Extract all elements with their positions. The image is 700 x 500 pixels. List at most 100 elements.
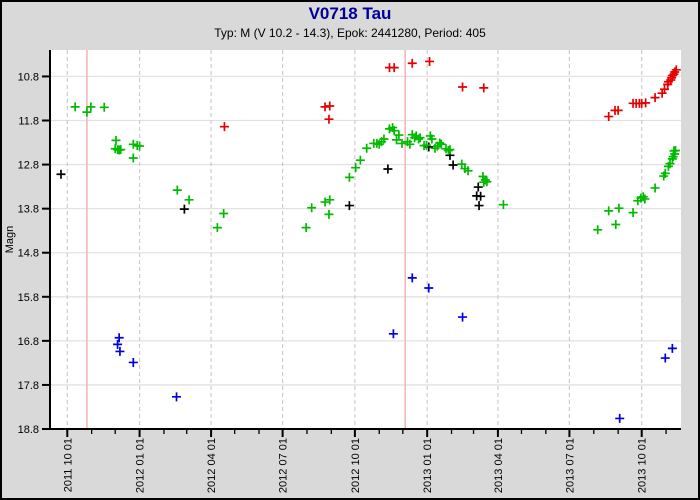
x-tick-label: 2012 04 01 — [206, 438, 218, 493]
data-point-red-observations — [650, 93, 660, 103]
data-point-red-observations — [671, 65, 681, 75]
y-tick-label: 12.8 — [18, 160, 39, 172]
data-point-green-observations — [70, 102, 80, 112]
data-point-red-observations — [659, 84, 669, 94]
data-point-green-observations — [307, 203, 317, 213]
data-point-blue-observations — [615, 413, 625, 423]
y-tick-label: 13.8 — [18, 204, 39, 216]
data-point-green-observations — [325, 195, 335, 205]
data-point-green-observations — [379, 134, 389, 144]
data-point-blue-observations — [407, 273, 417, 283]
data-point-blue-observations — [388, 329, 398, 339]
data-point-green-observations — [614, 203, 624, 213]
data-point-green-observations — [301, 223, 311, 233]
data-point-green-observations — [415, 133, 425, 143]
data-point-green-observations — [111, 135, 121, 145]
data-point-green-observations — [640, 194, 650, 204]
x-tick-label: 2013 04 01 — [493, 438, 505, 493]
y-tick-label: 18.8 — [18, 424, 39, 436]
data-point-red-observations — [458, 82, 468, 92]
data-point-green-observations — [86, 102, 96, 112]
x-tick-label: 2013 07 01 — [564, 438, 576, 493]
data-point-blue-observations — [424, 283, 434, 293]
y-tick-label: 15.8 — [18, 292, 39, 304]
data-point-green-observations — [604, 206, 614, 216]
x-tick-label: 2012 07 01 — [278, 438, 290, 493]
data-point-green-observations — [414, 134, 424, 144]
x-tick-label: 2013 10 01 — [637, 438, 649, 493]
data-point-black-observations — [56, 169, 66, 179]
data-point-green-observations — [650, 183, 660, 193]
data-point-black-observations — [448, 160, 458, 170]
data-point-green-observations — [128, 153, 138, 163]
data-point-blue-observations — [458, 312, 468, 322]
data-point-green-observations — [445, 145, 455, 155]
data-point-green-observations — [443, 145, 453, 155]
y-tick-label: 11.8 — [18, 116, 39, 128]
data-point-green-observations — [362, 143, 372, 153]
x-tick-label: 2012 10 01 — [350, 438, 362, 493]
page-title: V0718 Tau — [308, 4, 392, 23]
data-point-green-observations — [355, 155, 365, 165]
data-point-green-observations — [665, 159, 675, 169]
data-point-green-observations — [480, 175, 490, 185]
y-axis-title: Magn — [4, 226, 16, 254]
y-tick-label: 14.8 — [18, 248, 39, 260]
data-point-red-observations — [407, 58, 417, 68]
data-point-green-observations — [593, 225, 603, 235]
data-point-blue-observations — [128, 357, 138, 367]
data-point-green-observations — [611, 220, 621, 230]
data-point-blue-observations — [115, 346, 125, 356]
data-point-green-observations — [397, 138, 407, 148]
data-point-green-observations — [463, 166, 473, 176]
data-point-green-observations — [184, 195, 194, 205]
data-point-red-observations — [320, 102, 330, 112]
y-tick-label: 16.8 — [18, 336, 39, 348]
data-point-green-observations — [320, 197, 330, 207]
data-point-blue-observations — [114, 333, 124, 343]
data-point-green-observations — [324, 209, 334, 219]
data-point-green-observations — [392, 135, 402, 145]
x-tick-label: 2013 01 01 — [422, 438, 434, 493]
data-point-black-observations — [344, 201, 354, 211]
x-tick-label: 2011 10 01 — [62, 438, 74, 492]
data-point-black-observations — [473, 182, 483, 192]
data-point-black-observations — [179, 204, 189, 214]
data-point-blue-observations — [172, 392, 182, 402]
data-point-green-observations — [389, 126, 399, 136]
data-point-green-observations — [219, 208, 229, 218]
data-point-green-observations — [172, 185, 182, 195]
data-point-red-observations — [604, 112, 614, 122]
data-point-green-observations — [498, 200, 508, 210]
data-point-green-observations — [427, 134, 437, 144]
data-point-red-observations — [389, 63, 399, 73]
data-point-red-observations — [219, 122, 229, 132]
data-point-green-observations — [435, 138, 445, 148]
data-point-green-observations — [660, 168, 670, 178]
data-point-red-observations — [613, 105, 623, 115]
x-tick-label: 2012 01 01 — [135, 438, 147, 493]
y-tick-label: 10.8 — [18, 71, 39, 83]
data-point-green-observations — [99, 102, 109, 112]
chart-subtitle: Typ: M (V 10.2 - 14.3), Epok: 2441280, P… — [214, 26, 486, 40]
data-point-red-observations — [325, 101, 335, 111]
data-point-green-observations — [212, 223, 222, 233]
data-point-green-observations — [482, 177, 492, 187]
data-point-green-observations — [344, 172, 354, 182]
data-point-green-observations — [670, 145, 680, 155]
data-point-green-observations — [394, 130, 404, 140]
data-point-red-observations — [425, 56, 435, 66]
data-point-green-observations — [405, 139, 415, 149]
data-point-red-observations — [641, 98, 651, 108]
data-point-green-observations — [135, 141, 145, 151]
y-tick-label: 17.8 — [18, 380, 39, 392]
data-point-green-observations — [351, 163, 361, 173]
data-point-green-observations — [628, 208, 638, 218]
data-point-green-observations — [82, 107, 92, 117]
data-point-green-observations — [436, 139, 446, 149]
data-point-black-observations — [474, 201, 484, 211]
data-point-blue-observations — [113, 339, 123, 349]
